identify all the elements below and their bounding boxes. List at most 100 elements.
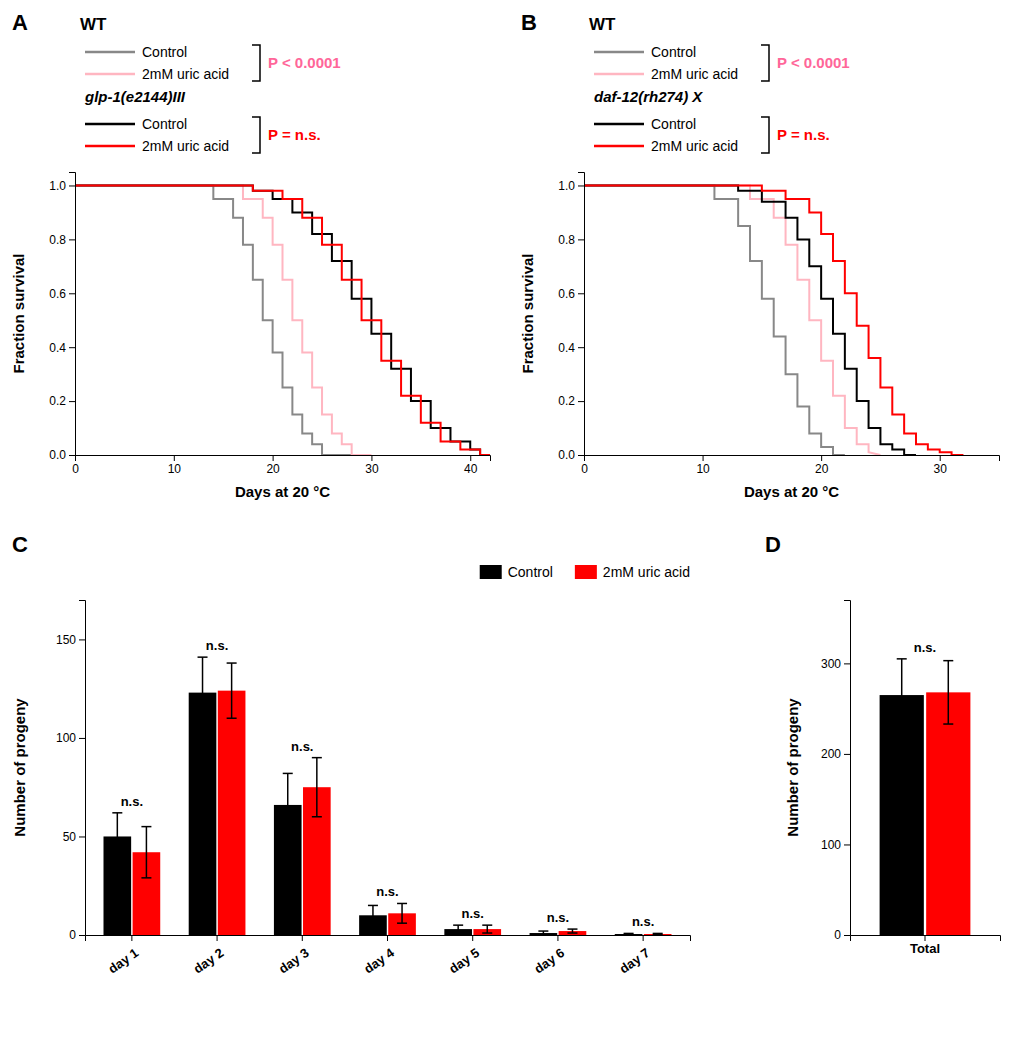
bracket <box>252 45 260 81</box>
error-bar <box>312 758 322 817</box>
y-axis-title: Fraction survival <box>10 253 27 373</box>
error-bar <box>112 813 122 860</box>
error-bar <box>482 925 492 933</box>
annotation: n.s. <box>547 910 569 925</box>
tick-mark <box>470 455 471 461</box>
error-bar-stem <box>401 903 403 923</box>
tick-label: 100 <box>821 838 841 852</box>
legend-entry: Control <box>142 116 187 132</box>
x-axis: 0102030 <box>581 455 999 476</box>
tick-mark <box>643 935 644 941</box>
tick-mark <box>578 239 584 240</box>
axis-domain <box>578 173 585 456</box>
tick-mark <box>273 455 274 461</box>
tick: 0.6 <box>49 287 75 301</box>
tick: 0 <box>69 928 85 942</box>
tick-mark <box>69 185 75 186</box>
tick: 150 <box>56 633 85 647</box>
error-bar <box>283 773 293 836</box>
tick: 0.4 <box>49 341 75 355</box>
error-bar <box>653 933 663 934</box>
tick-label: 0 <box>581 462 588 476</box>
bar <box>644 934 672 935</box>
bar <box>880 695 924 935</box>
tick-mark <box>217 935 218 941</box>
y-axis-title: Number of progeny <box>784 698 801 837</box>
error-bar-stem <box>146 827 148 878</box>
axis-domain <box>69 173 76 456</box>
panel-label: C <box>12 532 28 557</box>
tick-mark <box>844 663 850 664</box>
tick: 0.4 <box>558 341 584 355</box>
legend-item: Control <box>480 564 553 580</box>
error-bar <box>453 925 463 933</box>
tick: day 4 <box>361 935 397 976</box>
bar <box>615 934 643 935</box>
tick: 100 <box>821 838 850 852</box>
error-bar <box>567 929 577 933</box>
x-axis-title: Days at 20 °C <box>235 483 330 500</box>
error-bar-stem <box>372 905 374 925</box>
tick-mark <box>578 185 584 186</box>
bracket <box>761 45 769 81</box>
legend-swatch <box>85 145 135 148</box>
error-bar-stem <box>901 659 903 731</box>
axis-domain <box>86 936 691 942</box>
tick: 0 <box>581 455 588 476</box>
panel-D: Dn.s.Total0100200300Number of progeny <box>765 532 1001 956</box>
tick-label: 40 <box>464 462 478 476</box>
y-axis: 0100200300 <box>821 601 851 943</box>
tick: 10 <box>168 455 182 476</box>
error-bar-cap <box>567 932 577 934</box>
tick-label: day 2 <box>191 945 227 976</box>
figure: AWTControl2mM uric acidP < 0.0001glp-1(e… <box>0 0 1019 1037</box>
error-bar <box>227 663 237 718</box>
annotation: n.s. <box>376 884 398 899</box>
legend-swatch <box>594 123 644 126</box>
error-bar-cap <box>653 934 663 935</box>
survival-curve <box>584 185 963 455</box>
tick-mark <box>69 401 75 402</box>
x-axis: day 1day 2day 3day 4day 5day 6day 7 <box>86 935 691 976</box>
tick-mark <box>174 455 175 461</box>
tick: 50 <box>63 830 85 844</box>
tick: 40 <box>464 455 478 476</box>
legend-swatch <box>594 73 644 76</box>
bracket <box>761 117 769 153</box>
bar <box>218 691 246 935</box>
tick: 100 <box>56 731 85 745</box>
annotation: n.s. <box>914 640 936 655</box>
tick: 1.0 <box>558 179 584 193</box>
error-bar-cap <box>198 656 208 658</box>
p-value: P < 0.0001 <box>777 54 850 71</box>
tick: day 2 <box>191 935 227 976</box>
error-bar-cap <box>397 903 407 905</box>
tick-mark <box>69 293 75 294</box>
tick: 0.2 <box>49 394 75 408</box>
tick: 10 <box>696 455 710 476</box>
panel-A: AWTControl2mM uric acidP < 0.0001glp-1(e… <box>10 10 491 500</box>
error-bar-cap <box>897 731 907 733</box>
error-bar-stem <box>316 758 318 817</box>
axis-domain <box>851 936 1001 942</box>
error-bar-cap <box>227 717 237 719</box>
tick-mark <box>302 935 303 941</box>
tick-label: 0 <box>69 928 76 942</box>
tick-mark <box>578 347 584 348</box>
legend-entry: 2mM uric acid <box>142 138 229 154</box>
error-bar-cap <box>312 757 322 759</box>
error-bar-cap <box>897 658 907 660</box>
error-bar-stem <box>202 657 204 728</box>
y-axis: 0.00.20.40.60.81.0 <box>49 173 75 463</box>
tick-label: Total <box>910 941 940 956</box>
error-bar <box>198 657 208 728</box>
error-bar-stem <box>948 661 950 724</box>
tick-label: 30 <box>365 462 379 476</box>
annotation: n.s. <box>462 906 484 921</box>
tick: Total <box>910 935 940 956</box>
tick: day 1 <box>105 935 141 976</box>
survival-curve <box>584 185 845 455</box>
tick-mark <box>821 455 822 461</box>
chart-container: AWTControl2mM uric acidP < 0.0001glp-1(e… <box>0 0 1019 1037</box>
tick-label: 0.0 <box>558 448 575 462</box>
